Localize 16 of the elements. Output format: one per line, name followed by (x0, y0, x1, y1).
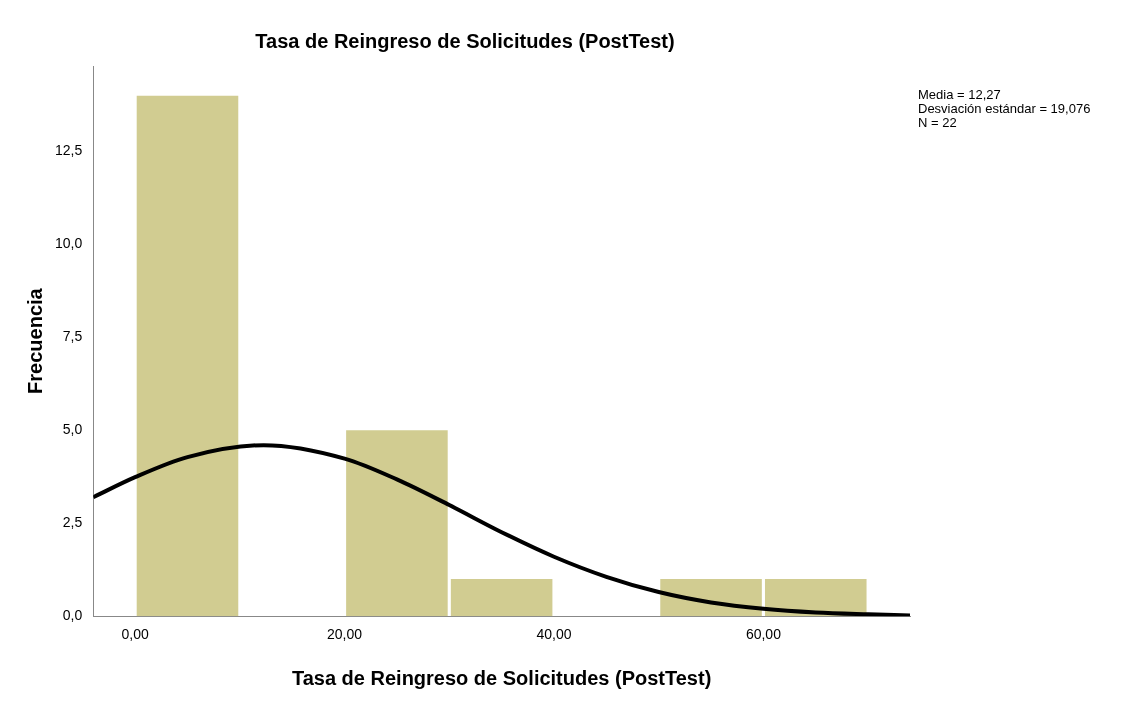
y-tick-label: 10,0 (55, 235, 83, 252)
text: Media = 12,27 (918, 87, 1002, 102)
y-tick-label: 2,5 (62, 514, 83, 531)
y-tick-label: 5,0 (62, 421, 83, 438)
x-tick-label: 20,00 (327, 626, 363, 643)
x-tick-label: 40,00 (536, 626, 572, 643)
x-tick-label: 0,00 (121, 626, 149, 643)
y-axis-title: Frecuencia (23, 287, 46, 394)
y-tick-label: 7,5 (62, 328, 83, 345)
x-tick-label: 60,00 (745, 626, 782, 643)
y-tick-label: 0,0 (62, 607, 83, 624)
text: N = 22 (918, 115, 958, 130)
x-axis-title: Tasa de Reingreso de Solicitudes (PostTest) (291, 666, 712, 689)
text: Desviación estándar = 19,076 (918, 101, 1091, 116)
y-tick-label: 12,5 (55, 142, 83, 159)
chart-title: Tasa de Reingreso de Solicitudes (PostTest) (255, 29, 675, 52)
